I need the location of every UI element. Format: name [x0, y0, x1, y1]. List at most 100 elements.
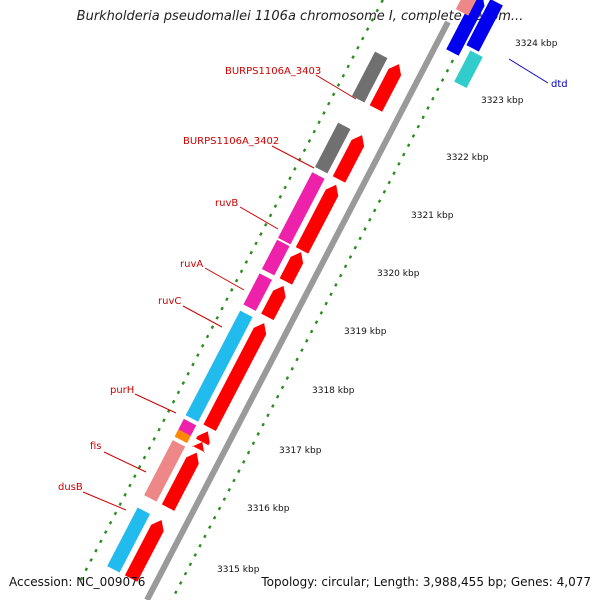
- tick-mark: [263, 222, 268, 227]
- tick-mark: [254, 241, 258, 246]
- tick-mark: [377, 199, 382, 204]
- tick-mark: [305, 338, 309, 343]
- tick-mark: [186, 371, 190, 376]
- gene-block-burps3402: [315, 122, 351, 174]
- tick-mark: [162, 418, 166, 423]
- gene-block-ruvb: [278, 172, 325, 245]
- tick-mark: [431, 96, 435, 101]
- tick-mark: [174, 590, 178, 595]
- tick-mark: [191, 362, 195, 367]
- cds-block-purh: [203, 323, 267, 432]
- tick-mark: [285, 376, 290, 380]
- tick-mark: [435, 87, 440, 92]
- gene-label-leaders: [82, 58, 549, 511]
- tick-mark: [319, 310, 324, 315]
- tick-mark: [293, 166, 297, 171]
- tick-mark: [334, 283, 338, 287]
- tick-mark: [152, 437, 156, 441]
- gene-block-salmon-top: [455, 0, 477, 16]
- tick-mark: [327, 101, 331, 106]
- tick-mark: [183, 571, 188, 576]
- label-leader-line: [82, 491, 127, 511]
- gene-block-teal: [454, 50, 483, 89]
- tick-mark: [133, 474, 137, 479]
- tick-mark: [259, 232, 263, 236]
- tick-mark: [188, 562, 193, 567]
- tick-mark: [365, 27, 370, 32]
- scale-label-3320: 3320 kbp: [377, 269, 420, 279]
- tick-mark: [363, 227, 367, 231]
- tick-mark: [215, 315, 220, 320]
- gene-block-fis: [178, 418, 197, 436]
- tick-mark: [147, 446, 152, 451]
- gene-label-burps3402: BURPS1106A_3402: [183, 136, 279, 147]
- tick-mark: [450, 59, 455, 64]
- chromosome-backbone: [144, 20, 451, 600]
- tick-mark: [234, 278, 239, 283]
- gene-label-burps3403: BURPS1106A_3403: [225, 66, 321, 77]
- tick-mark: [360, 36, 365, 41]
- tick-mark: [351, 55, 355, 59]
- scale-label-3317: 3317 kbp: [279, 446, 322, 456]
- tick-mark: [246, 450, 251, 455]
- tick-mark: [370, 17, 375, 22]
- cds-block-orange: [191, 441, 205, 454]
- tick-mark: [322, 111, 326, 115]
- tick-mark: [128, 483, 132, 488]
- gene-label-fis: fis: [90, 441, 102, 452]
- tick-mark: [288, 176, 292, 181]
- scale-label-3318: 3318 kbp: [312, 386, 355, 396]
- label-leader-line: [315, 74, 357, 100]
- tick-mark: [230, 288, 234, 292]
- tick-mark: [416, 124, 421, 129]
- tick-mark: [249, 250, 253, 255]
- scale-label-3315: 3315 kbp: [217, 565, 260, 575]
- tick-mark: [307, 139, 312, 143]
- tick-mark: [309, 329, 314, 334]
- tick-mark: [372, 208, 377, 213]
- tick-mark: [176, 390, 181, 395]
- gene-label-purh: purH: [110, 385, 134, 396]
- gene-label-ruva: ruvA: [180, 259, 203, 270]
- tick-mark: [239, 269, 244, 274]
- tick-mark: [375, 8, 380, 13]
- tick-mark: [220, 306, 224, 311]
- tick-mark: [302, 148, 307, 153]
- gene-label-dtd: dtd: [551, 79, 568, 90]
- tick-mark: [108, 520, 113, 525]
- tick-mark: [358, 236, 362, 241]
- tick-mark: [225, 297, 229, 302]
- tick-mark: [203, 534, 207, 539]
- cds-block-tail: [124, 520, 164, 582]
- gene-block-burps3403: [351, 51, 388, 103]
- tick-mark: [338, 273, 343, 278]
- tick-mark: [348, 255, 353, 259]
- tick-mark: [212, 515, 217, 520]
- cds-block-ruvb: [295, 184, 339, 254]
- cds-block-ruva: [279, 252, 304, 285]
- cds-block-fis: [196, 431, 210, 446]
- tick-mark: [426, 106, 430, 110]
- tick-mark: [113, 511, 118, 516]
- tick-mark: [137, 464, 142, 469]
- tick-mark: [244, 260, 249, 264]
- tick-mark: [317, 120, 321, 125]
- tick-mark: [387, 180, 391, 185]
- tick-mark: [196, 353, 200, 358]
- gene-features: [107, 0, 503, 582]
- tick-mark: [222, 497, 227, 502]
- tick-mark: [181, 381, 186, 385]
- gene-block-ruva: [261, 239, 290, 276]
- gene-label-dusb: dusB: [58, 482, 83, 493]
- topology-summary: Topology: circular; Length: 3,988,455 bp…: [261, 575, 591, 589]
- tick-mark: [193, 553, 197, 557]
- tick-mark: [406, 143, 411, 148]
- tick-mark: [341, 73, 346, 78]
- tick-mark: [329, 292, 333, 297]
- tick-mark: [353, 245, 358, 250]
- scale-label-3324: 3324 kbp: [515, 39, 558, 49]
- tick-mark: [380, 0, 384, 4]
- tick-mark: [312, 129, 317, 134]
- tick-mark: [237, 469, 241, 474]
